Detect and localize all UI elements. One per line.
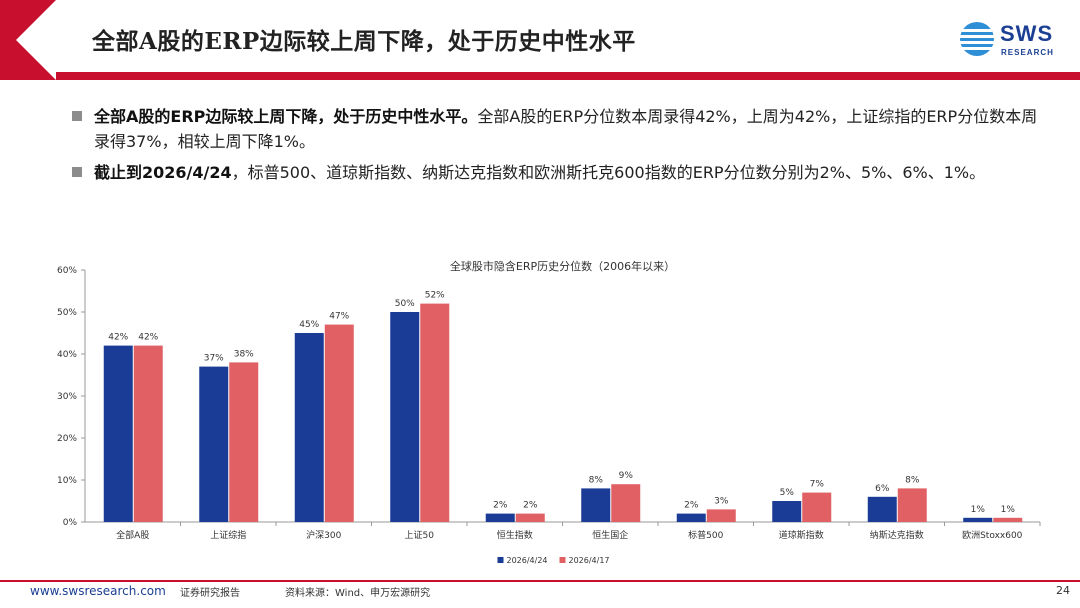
- y-tick-label: 40%: [57, 350, 77, 360]
- bar-2026/4/24: [867, 496, 897, 522]
- footer-divider: [0, 580, 1080, 582]
- erp-percentile-chart: 全球股市隐含ERP历史分位数（2006年以来） 0% 10% 20% 30% 40% 50%…: [40, 255, 1050, 575]
- sws-globe-icon: [960, 22, 994, 56]
- x-tick-label: 道琼斯指数: [779, 529, 824, 541]
- sws-logo: SWS RESEARCH: [958, 18, 1068, 62]
- bullet-item: 全部A股的ERP边际较上周下降，处于历史中性水平。全部A股的ERP分位数本周录得…: [70, 104, 1040, 154]
- x-tick-label: 纳斯达克指数: [870, 529, 924, 541]
- y-tick-label: 50%: [57, 308, 77, 318]
- bar-2026/4/24: [963, 517, 993, 522]
- bar-value-label: 1%: [971, 505, 986, 515]
- bar-2026/4/24: [199, 366, 229, 522]
- bar-value-label: 45%: [299, 320, 319, 330]
- header-underline: [56, 72, 1080, 80]
- bar-value-label: 5%: [780, 488, 795, 498]
- page-title: 全部A股的ERP边际较上周下降，处于历史中性水平: [92, 28, 636, 55]
- y-tick-label: 30%: [57, 392, 77, 402]
- header-chevron: [0, 0, 72, 80]
- footer-report-label: 证券研究报告: [180, 588, 240, 599]
- bar-2026/4/17: [611, 484, 641, 522]
- x-tick-label: 标普500: [688, 529, 723, 541]
- bar-value-label: 50%: [395, 299, 415, 309]
- header-decoration: [0, 0, 1080, 80]
- chart-svg: 全球股市隐含ERP历史分位数（2006年以来） 0% 10% 20% 30% 40% 50%…: [57, 259, 1041, 565]
- bar-2026/4/17: [993, 517, 1023, 522]
- bar-value-label: 3%: [714, 496, 729, 506]
- bullet-square-icon: [72, 111, 82, 121]
- bullet-text: ，标普500、道琼斯指数、纳斯达克指数和欧洲斯托克600指数的ERP分位数分别为…: [231, 163, 986, 182]
- y-tick-label: 20%: [57, 434, 77, 444]
- bar-2026/4/17: [706, 509, 736, 522]
- bar-value-label: 2%: [493, 501, 508, 511]
- x-tick-label: 恒生国企: [592, 529, 628, 541]
- bar-value-label: 9%: [619, 471, 634, 481]
- bar-2026/4/24: [294, 333, 324, 522]
- bar-2026/4/17: [229, 362, 259, 522]
- chart-title: 全球股市隐含ERP历史分位数（2006年以来）: [450, 259, 675, 273]
- legend-label: 2026/4/24: [507, 556, 548, 565]
- bullet-text: 全部A股的ERP分位数本周录得42%，上周为42%，上证综指的ERP分位数本周录…: [94, 107, 1038, 151]
- bar-2026/4/24: [485, 513, 515, 522]
- bar-2026/4/17: [897, 488, 927, 522]
- bar-2026/4/24: [103, 345, 133, 522]
- bullet-bold-text: 截止到2026/4/24: [94, 163, 232, 182]
- bar-value-label: 6%: [875, 484, 890, 494]
- bar-2026/4/17: [324, 324, 354, 522]
- bar-value-label: 47%: [329, 312, 349, 322]
- x-tick-label: 上证50: [405, 530, 435, 541]
- legend-swatch: [559, 557, 566, 563]
- bullet-list: 全部A股的ERP边际较上周下降，处于历史中性水平。全部A股的ERP分位数本周录得…: [70, 104, 1040, 191]
- footer-source: 资料来源：Wind、申万宏源研究: [285, 588, 431, 599]
- bar-2026/4/17: [802, 492, 832, 522]
- bar-value-label: 8%: [905, 475, 920, 485]
- x-tick-label: 上证综指: [210, 529, 246, 541]
- y-tick-label: 0%: [63, 518, 78, 528]
- bar-value-label: 2%: [523, 501, 538, 511]
- bar-value-label: 52%: [425, 291, 445, 301]
- bar-2026/4/24: [676, 513, 706, 522]
- bullet-bold-text: 全部A股的ERP边际较上周下降，处于历史中性水平。: [94, 107, 478, 126]
- bar-value-label: 1%: [1001, 505, 1016, 515]
- slide-header: 全部A股的ERP边际较上周下降，处于历史中性水平 SWS RESEARCH: [0, 0, 1080, 80]
- bar-value-label: 42%: [138, 333, 158, 343]
- bullet-square-icon: [72, 167, 82, 177]
- x-tick-label: 全部A股: [116, 529, 149, 541]
- legend-swatch: [497, 557, 504, 563]
- bullet-item: 截止到2026/4/24，标普500、道琼斯指数、纳斯达克指数和欧洲斯托克600…: [70, 160, 1040, 185]
- y-tick-label: 60%: [57, 266, 77, 276]
- bar-value-label: 38%: [234, 349, 254, 359]
- x-tick-label: 沪深300: [306, 529, 341, 541]
- bar-2026/4/17: [420, 303, 450, 522]
- legend-label: 2026/4/17: [569, 556, 610, 565]
- logo-sub-text: RESEARCH: [1001, 48, 1054, 57]
- bar-value-label: 2%: [684, 501, 699, 511]
- footer-url[interactable]: www.swsresearch.com: [30, 584, 166, 598]
- bar-2026/4/17: [133, 345, 163, 522]
- page-number: 24: [1056, 584, 1070, 597]
- bar-value-label: 42%: [108, 333, 128, 343]
- bar-value-label: 8%: [589, 475, 604, 485]
- header-chevron-gap: [16, 0, 74, 80]
- logo-main-text: SWS: [1000, 21, 1054, 46]
- bar-value-label: 7%: [810, 480, 825, 490]
- bar-2026/4/24: [581, 488, 611, 522]
- bar-2026/4/17: [515, 513, 545, 522]
- header-underline-notch: [900, 64, 1080, 72]
- x-tick-label: 恒生指数: [497, 529, 533, 541]
- x-tick-label: 欧洲Stoxx600: [962, 529, 1023, 541]
- bar-2026/4/24: [390, 312, 420, 522]
- bar-2026/4/24: [772, 501, 802, 522]
- bar-value-label: 37%: [204, 354, 224, 364]
- y-tick-label: 10%: [57, 476, 77, 486]
